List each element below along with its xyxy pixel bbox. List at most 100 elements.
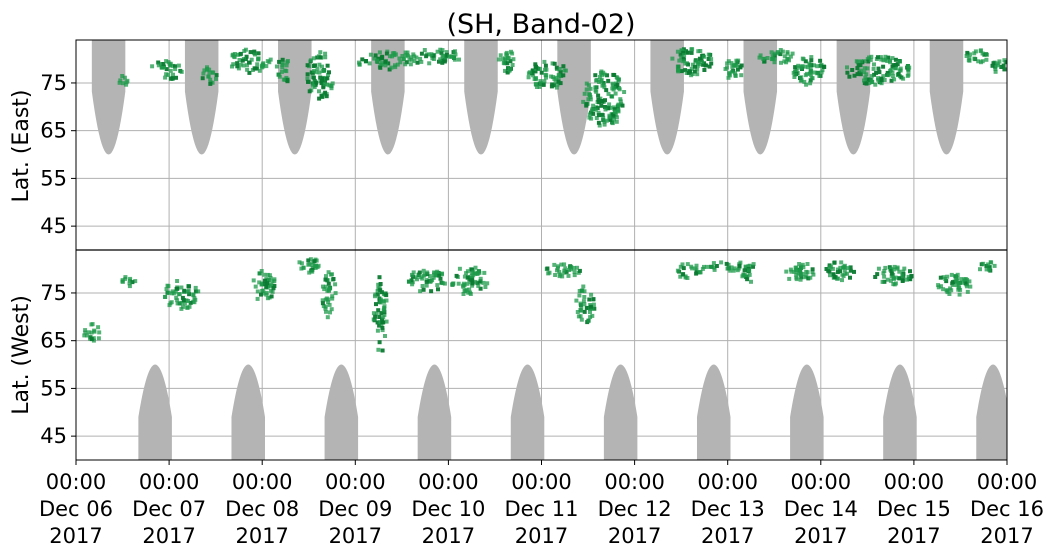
- activity-cell: [990, 63, 995, 68]
- activity-cell: [962, 277, 967, 282]
- activity-cell: [432, 57, 437, 61]
- activity-cell: [211, 70, 216, 75]
- x-tick-time: 00:00: [139, 470, 200, 494]
- activity-cell: [464, 271, 469, 276]
- activity-cell: [574, 298, 579, 303]
- activity-cell: [700, 60, 704, 65]
- activity-cell: [271, 286, 276, 291]
- activity-cell: [675, 64, 680, 69]
- activity-cell: [799, 75, 804, 80]
- activity-cell: [611, 83, 616, 88]
- activity-cell: [897, 68, 902, 73]
- activity-cell: [420, 284, 425, 288]
- no-data-region: [324, 364, 359, 460]
- activity-cell: [245, 63, 249, 68]
- activity-cell: [329, 83, 334, 88]
- activity-cell: [264, 290, 269, 295]
- activity-cell: [409, 55, 414, 60]
- activity-cell: [845, 70, 850, 75]
- activity-cell: [405, 52, 410, 57]
- activity-cell: [991, 61, 996, 66]
- activity-cell: [173, 289, 178, 294]
- activity-cell: [731, 268, 736, 273]
- activity-cell: [270, 289, 275, 294]
- activity-cell: [693, 59, 698, 64]
- activity-cell: [758, 53, 763, 58]
- activity-cell: [500, 57, 505, 62]
- activity-cell: [318, 75, 323, 80]
- activity-cell: [577, 268, 582, 273]
- no-data-region: [184, 40, 219, 155]
- activity-cell: [542, 59, 547, 64]
- activity-cell: [320, 301, 325, 306]
- activity-cell: [838, 265, 843, 270]
- activity-cell: [378, 300, 383, 305]
- activity-cell: [579, 308, 583, 313]
- activity-cell: [205, 65, 209, 70]
- activity-cell: [957, 292, 962, 297]
- activity-cell: [427, 274, 432, 279]
- activity-cell: [535, 85, 539, 89]
- activity-cell: [603, 105, 607, 109]
- activity-cell: [284, 69, 289, 74]
- activity-cell: [419, 51, 424, 56]
- activity-cell: [371, 311, 376, 316]
- activity-cell: [992, 263, 997, 268]
- activity-cell: [804, 269, 809, 274]
- activity-cell: [438, 47, 443, 52]
- activity-cell: [380, 348, 385, 353]
- activity-cell: [323, 90, 328, 95]
- activity-cell: [186, 299, 191, 303]
- activity-cell: [695, 67, 700, 72]
- activity-cell: [533, 62, 538, 67]
- activity-cell: [307, 261, 312, 266]
- activity-cell: [558, 70, 563, 75]
- activity-cell: [784, 269, 789, 274]
- activity-cells: [82, 47, 1007, 353]
- activity-cell: [883, 265, 888, 270]
- activity-cell: [259, 282, 264, 287]
- y-tick-label: 75: [40, 281, 67, 305]
- activity-cell: [181, 304, 185, 309]
- activity-cell: [498, 53, 503, 58]
- activity-cell: [838, 269, 843, 274]
- x-tick-time: 00:00: [604, 470, 665, 494]
- activity-cell: [418, 56, 423, 61]
- x-tick-date: Dec 12: [598, 497, 672, 521]
- activity-cell: [964, 284, 969, 289]
- activity-cell: [441, 54, 446, 59]
- activity-cell: [449, 54, 454, 59]
- activity-cell: [208, 77, 213, 82]
- activity-cell: [737, 263, 742, 268]
- activity-cell: [268, 275, 273, 280]
- activity-cell: [896, 72, 901, 77]
- activity-cell: [314, 70, 319, 75]
- activity-cell: [299, 266, 304, 271]
- activity-cell: [581, 99, 586, 104]
- activity-cell: [893, 281, 898, 286]
- activity-cell: [594, 116, 599, 120]
- activity-cell: [510, 63, 515, 67]
- activity-cell: [325, 82, 329, 87]
- activity-cell: [453, 49, 457, 54]
- activity-cell: [320, 64, 324, 69]
- activity-cell: [710, 265, 715, 269]
- activity-cell: [247, 60, 251, 65]
- y-tick-label: 55: [40, 376, 67, 400]
- activity-cell: [470, 281, 475, 286]
- activity-cell: [451, 281, 456, 286]
- activity-cell: [815, 71, 820, 76]
- activity-cell: [421, 268, 426, 273]
- activity-cell: [451, 54, 456, 59]
- activity-cell: [588, 95, 593, 100]
- activity-cell: [676, 69, 681, 74]
- activity-cell: [259, 269, 264, 273]
- activity-cell: [262, 272, 267, 277]
- activity-cell: [311, 56, 316, 61]
- activity-cell: [869, 78, 874, 83]
- activity-cell: [373, 294, 377, 299]
- activity-cell: [889, 67, 894, 72]
- activity-cell: [800, 56, 805, 61]
- activity-cell: [364, 59, 368, 63]
- activity-cell: [563, 266, 568, 271]
